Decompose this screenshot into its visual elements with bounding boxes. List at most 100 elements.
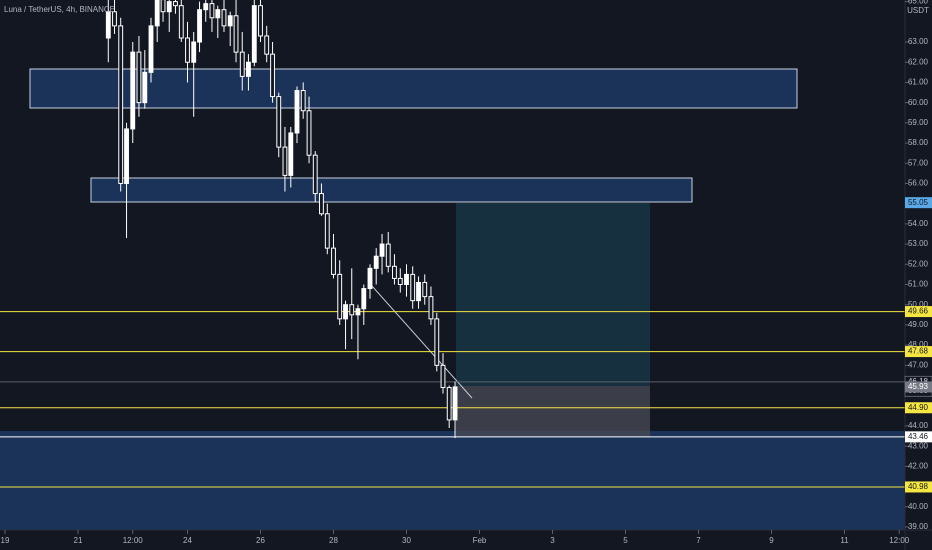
y-tick-label: 54.00 [908,219,929,228]
candle-body [276,96,282,148]
candle-body [452,386,458,421]
chart-title: Luna / TetherUS, 4h, BINANCE [4,5,115,14]
candle-body [288,132,294,176]
candle-body [367,267,373,290]
candle-body [197,9,202,43]
candle-body [130,51,136,130]
y-tick-label: 60.00 [908,98,929,107]
price-label: 55.05 [908,198,929,207]
candle-body [215,9,221,19]
candle-body [324,213,330,249]
candle-body [373,255,379,269]
candle-body [410,273,416,302]
y-tick-label: 43.00 [908,441,929,450]
candle-body [404,273,409,285]
candle-body [319,193,324,215]
y-tick-label: 61.00 [908,78,929,87]
y-tick-label: 62.00 [908,57,929,66]
candle-body [385,243,391,267]
price-label: 43.46 [908,432,929,441]
candle-body [148,25,154,73]
y-tick-label: 49.00 [908,320,929,329]
trend-line [371,285,473,399]
candle-body [264,35,270,55]
y-tick-label: 51.00 [908,280,929,289]
demand-zone [0,431,905,530]
candle-body [270,53,275,98]
candle-body [337,273,343,320]
x-tick-label: 12:00 [889,536,910,545]
x-tick-label: Feb [473,536,487,545]
candle-body [233,15,239,53]
candle-body [142,71,148,104]
candle-body [349,304,355,316]
x-tick-label: 26 [256,536,265,545]
candle-body [416,281,421,302]
candle-body [258,5,263,37]
price-label-bg [905,402,932,414]
candle-body [178,5,184,39]
candles [105,0,458,439]
supply-zone [90,177,693,203]
price-label-bg [905,346,932,358]
candle-body [136,51,142,104]
x-tick-label: 3 [550,536,555,545]
y-tick-label: 57.00 [908,158,929,167]
x-tick-label: 28 [329,536,338,545]
y-tick-label: 47.00 [908,360,929,369]
candle-body [312,154,318,195]
price-label: 45.93 [908,382,929,391]
candle-body [221,9,227,27]
y-tick-label: 50.00 [908,300,929,309]
price-label: 49.66 [908,307,929,316]
price-label: 40.98 [908,482,929,491]
y-tick-label: 40.00 [908,502,929,511]
x-tick-label: 19 [1,536,10,545]
x-tick-label: 11 [840,536,849,545]
candle-body [105,11,111,39]
candle-body [306,110,312,156]
candle-body [251,5,257,63]
candle-body [112,11,117,27]
candle-body [331,247,336,275]
candle-body [154,0,160,27]
candle-body [203,3,209,11]
price-label-bg [905,381,932,393]
candle-body [239,51,245,77]
y-tick-label: 48.00 [908,340,929,349]
x-tick-label: 24 [183,536,192,545]
price-label-bg [905,197,932,209]
candle-body [124,128,129,184]
candle-body [446,387,452,421]
stop-area [456,386,650,437]
y-tick-label: 63.00 [908,37,929,46]
candle-body [166,1,172,13]
candle-body [422,281,428,298]
x-tick-label: 7 [696,536,701,545]
x-tick-label: 30 [402,536,411,545]
candle-body [191,41,197,63]
candle-body [343,304,348,320]
x-tick-label: 21 [74,536,83,545]
candle-body [397,277,403,285]
level-lines [0,311,905,488]
candle-body [246,61,251,77]
y-tick-label: 65.00 [908,0,929,6]
candle-body [173,1,178,7]
candle-body [118,25,124,184]
x-tick-label: 5 [623,536,628,545]
x-tick-label: 9 [769,536,774,545]
price-label: 44.90 [908,403,929,412]
candle-body [392,265,397,279]
candle-body [209,3,215,19]
candle-body [160,0,166,13]
supply-zone [29,68,798,109]
candle-body [428,296,434,320]
y-tick-label: 52.00 [908,259,929,268]
x-tick-label: 12:00 [123,536,144,545]
y-tick-label: 59.00 [908,118,929,127]
price-label-bg [905,431,932,443]
y-tick-label: 56.00 [908,179,929,188]
